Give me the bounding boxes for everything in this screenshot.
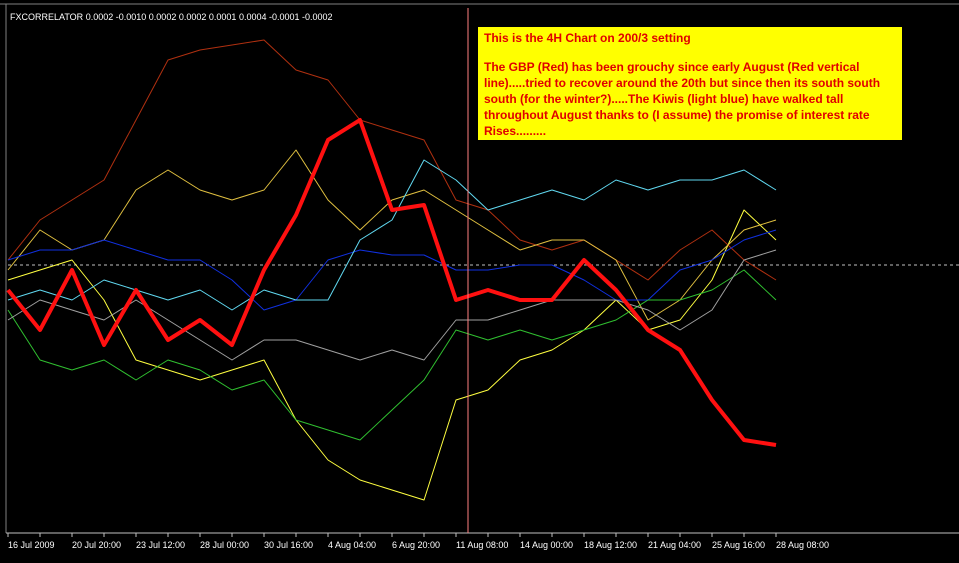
x-tick-label: 20 Jul 20:00 [72,540,121,550]
indicator-value: -0.0010 [116,12,147,22]
x-tick-label: 25 Aug 16:00 [712,540,765,550]
annotation-text: The GBP (Red) has been grouchy since ear… [484,60,881,138]
indicator-value: 0.0002 [86,12,114,22]
series-line [7,149,777,321]
x-tick-label: 11 Aug 08:00 [456,540,508,550]
x-tick-label: 6 Aug 20:00 [392,540,440,550]
x-tick-label: 23 Jul 12:00 [136,540,185,550]
x-tick-label: 30 Jul 16:00 [264,540,313,550]
x-tick-label: 21 Aug 04:00 [648,540,701,550]
indicator-value: 0.0004 [239,12,267,22]
series-line [7,269,777,441]
indicator-value: 0.0002 [179,12,207,22]
x-tick-label: 28 Aug 08:00 [776,540,829,550]
annotation-box: This is the 4H Chart on 200/3 setting Th… [478,27,902,140]
x-tick-label: 18 Aug 12:00 [584,540,637,550]
indicator-value: 0.0001 [209,12,237,22]
series-line [6,118,777,447]
x-tick-label: 16 Jul 2009 [8,540,55,550]
x-tick-label: 14 Aug 00:00 [520,540,573,550]
annotation-title: This is the 4H Chart on 200/3 setting [484,31,691,45]
indicator-value: 0.0002 [149,12,177,22]
x-tick-label: 4 Aug 04:00 [328,540,376,550]
indicator-name: FXCORRELATOR [10,12,84,22]
indicator-value: -0.0002 [302,12,333,22]
indicator-header: FXCORRELATOR 0.0002 -0.0010 0.0002 0.000… [10,12,333,22]
series-line [7,249,777,361]
indicator-value: -0.0001 [269,12,300,22]
x-tick-label: 28 Jul 00:00 [200,540,249,550]
series-line [7,39,777,281]
